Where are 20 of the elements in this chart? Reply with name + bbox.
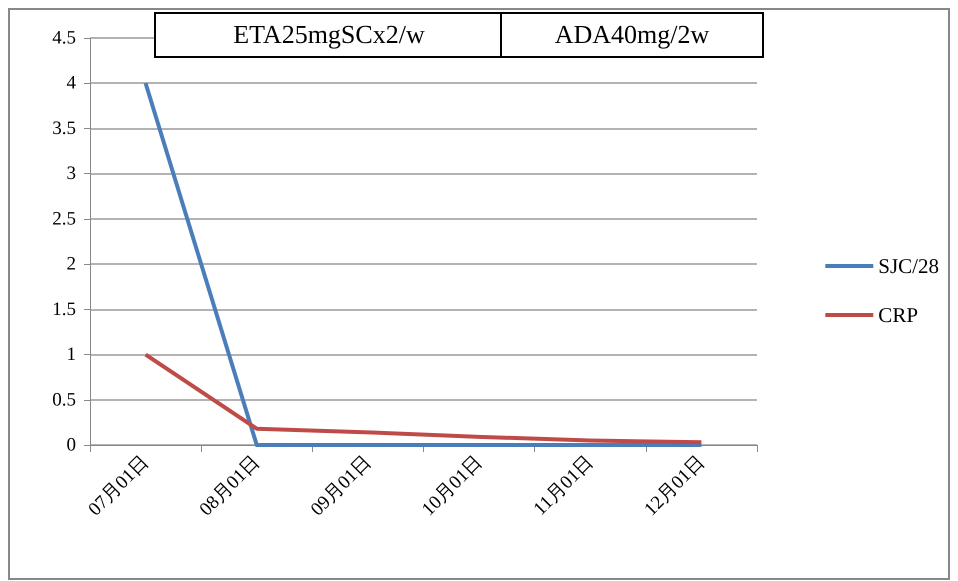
y-tick-label: 3.5 [52, 118, 76, 139]
y-tick-label: 1 [66, 344, 76, 366]
note-box: ADA40mg/2w [500, 12, 764, 58]
y-tick-label: 4.5 [52, 28, 76, 48]
y-tick-label: 2.5 [52, 208, 76, 230]
x-tick-label: 10月01日 [418, 452, 487, 520]
x-tick-label: 11月01日 [530, 452, 598, 520]
y-tick-label: 3 [66, 163, 76, 184]
y-tick-label: 0 [66, 434, 76, 456]
y-tick-label: 2 [66, 254, 76, 275]
x-tick-label: 09月01日 [306, 452, 376, 520]
x-tick-label: 07月01日 [84, 452, 154, 520]
line-series [144, 352, 704, 444]
legend-label: SJC/28 [878, 254, 940, 278]
y-tick-label: 4 [66, 72, 76, 94]
x-tick-label: 08月01日 [196, 452, 264, 520]
y-tick-label: 1.5 [52, 298, 76, 320]
y-tick-label: 0.5 [52, 389, 76, 410]
legend-label: CRP [878, 303, 918, 327]
x-tick-label: 12月01日 [640, 452, 709, 520]
